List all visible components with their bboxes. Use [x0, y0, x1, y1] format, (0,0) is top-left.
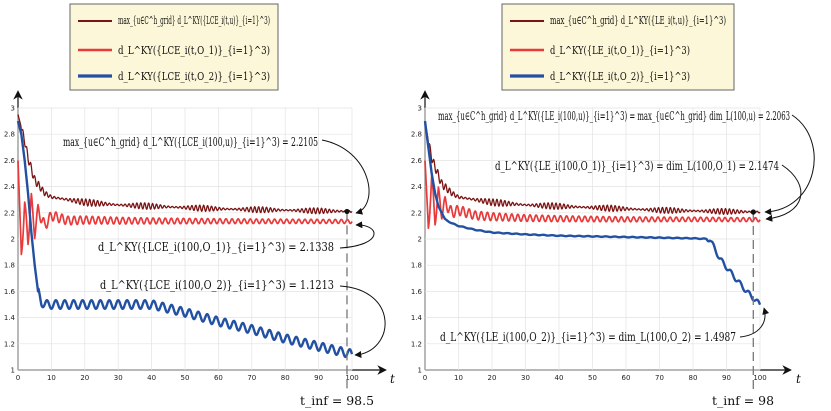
right-ticks: 11.21.41.61.822.22.42.62.830 10 20 30 40 50 60… [411, 105, 767, 383]
right-legend: max_{u∈C^h_grid} d_L^KY({LE_i(t,u)}_{i=1… [501, 3, 735, 91]
right-xtick-label: 20 [488, 374, 497, 382]
left-xtick-label: 0 [16, 374, 20, 382]
left-xtick-label: 90 [314, 374, 323, 382]
left-series-o1 [17, 160, 353, 256]
left-xtick-label: 50 [181, 374, 190, 382]
right-xtick-label: 40 [555, 374, 564, 382]
left-arrow-o1 [339, 221, 375, 249]
left-series-max [17, 114, 353, 215]
right-xtick-label: 30 [521, 374, 530, 382]
left-xtick-label: 100 [345, 374, 358, 382]
right-arrow-o1 [765, 164, 802, 222]
right-ytick-label: 3 [418, 105, 422, 113]
left-ytick-label: 1.2 [4, 340, 15, 348]
right-chart: max_{u∈C^h_grid} d_L^KY({LE_i(t,u)}_{i=1… [411, 3, 815, 408]
left-xtick-label: 70 [247, 374, 256, 382]
right-legend-o1: d_L^KY({LE_i(t,O_1)}_{i=1}^3) [550, 43, 690, 57]
left-ytick-label: 1 [11, 367, 15, 375]
right-xtick-label: 90 [722, 374, 731, 382]
left-ytick-label: 2.8 [4, 131, 15, 139]
left-legend-o1: d_L^KY({LCE_i(t,O_1)}_{i=1}^3) [118, 43, 270, 57]
left-ytick-label: 1.8 [4, 262, 15, 270]
right-ytick-label: 2.6 [411, 157, 423, 165]
right-arrow-o2 [739, 307, 770, 338]
left-ytick-label: 2.2 [4, 209, 15, 217]
right-annotation-o2: d_L^KY({LE_i(100,O_2)}_{i=1}^3) = dim_L(… [440, 330, 736, 344]
right-ytick-label: 1.2 [411, 340, 422, 348]
left-chart: max_{u∈C^h_grid} d_L^KY({LCE_i(t,u)}_{i=… [4, 3, 395, 408]
left-series [16, 114, 354, 359]
left-ytick-label: 2.4 [4, 183, 16, 191]
left-tinf-label: t_inf = 98.5 [300, 394, 374, 408]
left-xtick-label: 60 [214, 374, 223, 382]
left-xtick-label: 40 [147, 374, 156, 382]
right-xtick-label: 100 [753, 374, 766, 382]
right-series-max [424, 120, 761, 216]
left-ytick-label: 3 [11, 105, 15, 113]
left-legend-max: max_{u∈C^h_grid} d_L^KY({LCE_i(t,u)}_{i=… [118, 13, 270, 27]
right-xtick-label: 10 [454, 374, 463, 382]
right-series-o2 [423, 120, 762, 306]
left-arrow-max [321, 139, 370, 215]
right-ytick-label: 2.2 [411, 209, 422, 217]
right-xtick-label: 60 [622, 374, 631, 382]
right-series [423, 120, 762, 306]
left-series-o2 [16, 120, 354, 359]
right-arrow-max [764, 114, 815, 216]
right-ytick-label: 2.8 [411, 131, 422, 139]
left-ticks: 11.21.41.61.822.22.42.62.830 10 20 30 40 50 60… [4, 105, 359, 383]
right-ytick-label: 2 [418, 236, 422, 244]
left-annotation-max: max_{u∈C^h_grid} d_L^KY({LCE_i(100,u)}_{… [63, 135, 318, 149]
left-ytick-label: 1.4 [4, 314, 16, 322]
left-x-label: t [390, 372, 395, 386]
left-ytick-label: 1.6 [4, 288, 16, 296]
right-series-o1 [424, 160, 761, 230]
left-xtick-label: 80 [281, 374, 290, 382]
right-xtick-label: 0 [423, 374, 427, 382]
right-ytick-label: 1.4 [411, 314, 423, 322]
right-x-label: t [796, 372, 801, 386]
left-xtick-label: 10 [47, 374, 56, 382]
right-legend-max: max_{u∈C^h_grid} d_L^KY({LE_i(t,u)}_{i=1… [550, 13, 726, 27]
right-final-dot [750, 209, 756, 215]
left-arrow-o2 [339, 285, 386, 359]
left-legend: max_{u∈C^h_grid} d_L^KY({LCE_i(t,u)}_{i=… [69, 3, 279, 91]
right-ytick-label: 1.8 [411, 262, 422, 270]
right-xtick-label: 80 [689, 374, 698, 382]
left-annotation-o2: d_L^KY({LCE_i(100,O_2)}_{i=1}^3) = 1.121… [100, 278, 334, 292]
left-xtick-label: 30 [114, 374, 123, 382]
left-final-dot [344, 208, 350, 215]
left-annotation-o1: d_L^KY({LCE_i(100,O_1)}_{i=1}^3) = 2.133… [98, 240, 334, 254]
right-legend-o2: d_L^KY({LE_i(t,O_2)}_{i=1}^3) [550, 69, 690, 83]
right-xtick-label: 50 [588, 374, 597, 382]
left-xtick-label: 20 [80, 374, 89, 382]
left-ytick-label: 2.6 [4, 157, 16, 165]
left-legend-o2: d_L^KY({LCE_i(t,O_2)}_{i=1}^3) [118, 69, 270, 83]
right-xtick-label: 70 [655, 374, 664, 382]
right-tinf-label: t_inf = 98 [712, 394, 774, 408]
right-ytick-label: 1.6 [411, 288, 423, 296]
right-ytick-label: 2.4 [411, 183, 423, 191]
right-ytick-label: 1 [418, 367, 422, 375]
left-ytick-label: 2 [11, 236, 15, 244]
right-annotation-o1: d_L^KY({LE_i(100,O_1)}_{i=1}^3) = dim_L(… [495, 159, 779, 173]
left-gridlines [17, 107, 353, 371]
right-annotation-max: max_{u∈C^h_grid} d_L^KY({LE_i(100,u)}_{i… [438, 109, 790, 123]
